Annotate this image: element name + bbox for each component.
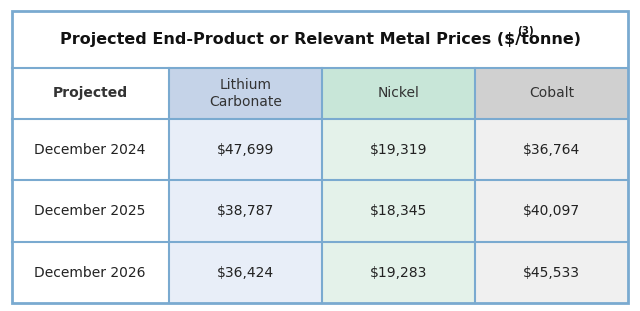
Bar xyxy=(322,68,475,119)
Bar xyxy=(322,242,475,303)
Bar xyxy=(169,242,322,303)
Text: $19,283: $19,283 xyxy=(370,266,427,280)
Text: (3): (3) xyxy=(517,26,534,36)
Bar xyxy=(322,119,475,180)
Text: $36,764: $36,764 xyxy=(523,143,580,157)
Bar xyxy=(475,68,628,119)
Text: Lithium
Carbonate: Lithium Carbonate xyxy=(209,78,282,109)
Text: $47,699: $47,699 xyxy=(217,143,274,157)
Text: $38,787: $38,787 xyxy=(217,204,274,218)
Text: December 2024: December 2024 xyxy=(35,143,146,157)
Bar xyxy=(12,180,169,242)
Text: $19,319: $19,319 xyxy=(370,143,427,157)
Text: Nickel: Nickel xyxy=(378,86,419,100)
Bar xyxy=(475,242,628,303)
Text: Projected End-Product or Relevant Metal Prices ($/tonne): Projected End-Product or Relevant Metal … xyxy=(60,32,580,47)
Bar xyxy=(169,68,322,119)
Text: December 2026: December 2026 xyxy=(35,266,146,280)
Text: December 2025: December 2025 xyxy=(35,204,146,218)
Text: $40,097: $40,097 xyxy=(523,204,580,218)
Text: Projected: Projected xyxy=(52,86,128,100)
Bar xyxy=(475,180,628,242)
Text: Cobalt: Cobalt xyxy=(529,86,574,100)
Bar xyxy=(169,119,322,180)
Bar xyxy=(12,119,169,180)
Bar xyxy=(12,242,169,303)
Bar xyxy=(475,119,628,180)
Bar xyxy=(12,68,169,119)
Text: $18,345: $18,345 xyxy=(370,204,427,218)
Bar xyxy=(322,180,475,242)
Text: $36,424: $36,424 xyxy=(217,266,274,280)
Bar xyxy=(169,180,322,242)
Text: $45,533: $45,533 xyxy=(523,266,580,280)
Bar xyxy=(12,11,628,68)
